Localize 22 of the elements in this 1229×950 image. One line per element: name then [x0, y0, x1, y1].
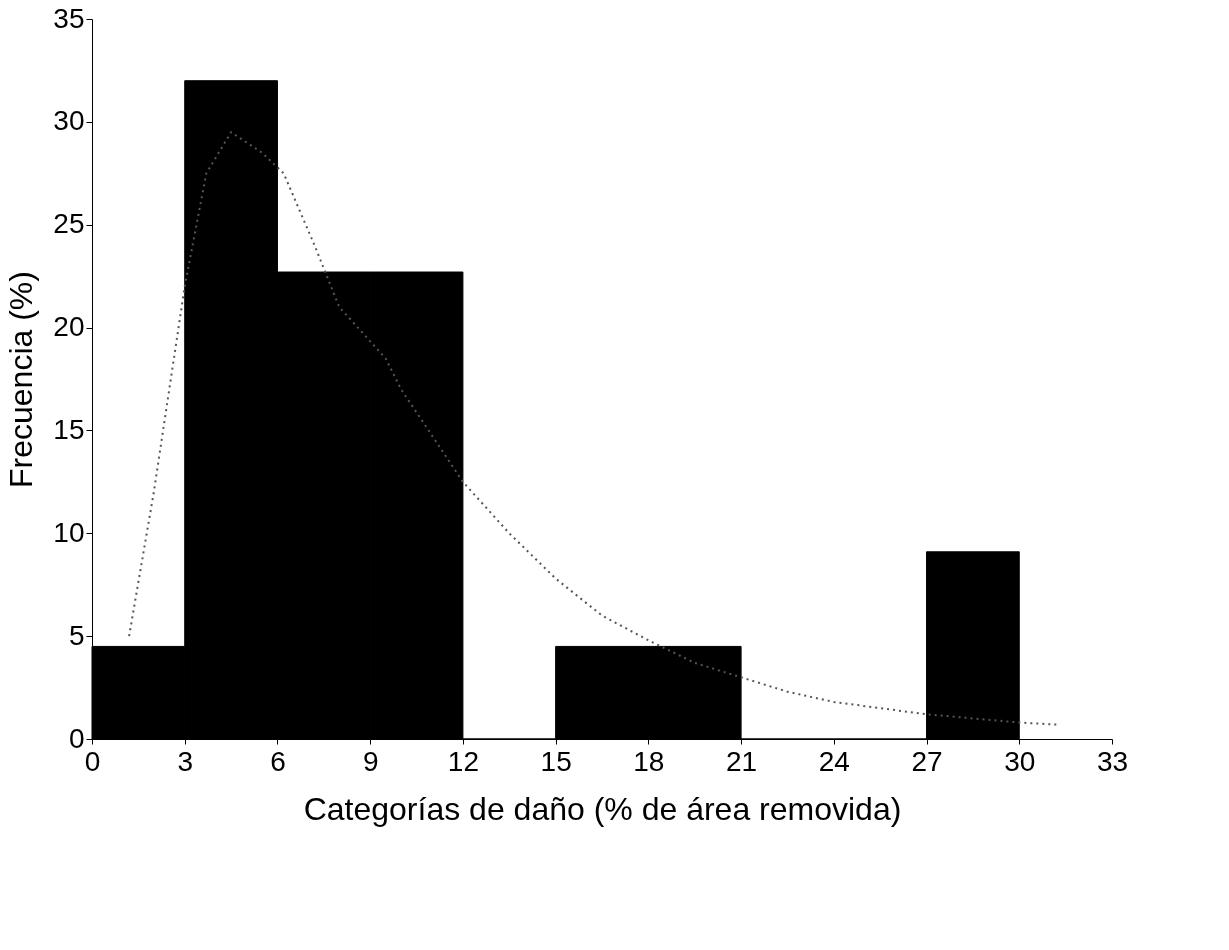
y-tick-label: 10	[53, 516, 85, 548]
x-tick-label: 15	[540, 745, 572, 777]
x-tick-label: 3	[177, 745, 194, 777]
x-axis-title: Categorías de daño (% de área removida)	[303, 790, 902, 827]
x-tick-label: 9	[362, 745, 379, 777]
y-tick-label: 25	[53, 208, 85, 240]
x-tick-label: 24	[818, 745, 850, 777]
y-tick-label: 15	[53, 413, 85, 445]
line-series	[128, 131, 1058, 726]
y-axis-title: Frecuencia (%)	[3, 271, 40, 488]
x-tick-label: 18	[633, 745, 665, 777]
y-tick-label: 5	[68, 619, 85, 651]
x-tick-label: 33	[1096, 745, 1129, 777]
x-tick-label: 12	[447, 745, 479, 777]
y-tick-label: 0	[68, 722, 85, 754]
x-tick-label: 30	[1004, 745, 1036, 777]
y-tick-label: 35	[53, 2, 85, 34]
x-tick-label: 27	[911, 745, 943, 777]
y-tick-label: 20	[53, 311, 85, 343]
y-tick-label: 30	[53, 105, 85, 137]
x-tick-label: 6	[270, 745, 286, 777]
x-tick-label: 21	[726, 745, 758, 777]
